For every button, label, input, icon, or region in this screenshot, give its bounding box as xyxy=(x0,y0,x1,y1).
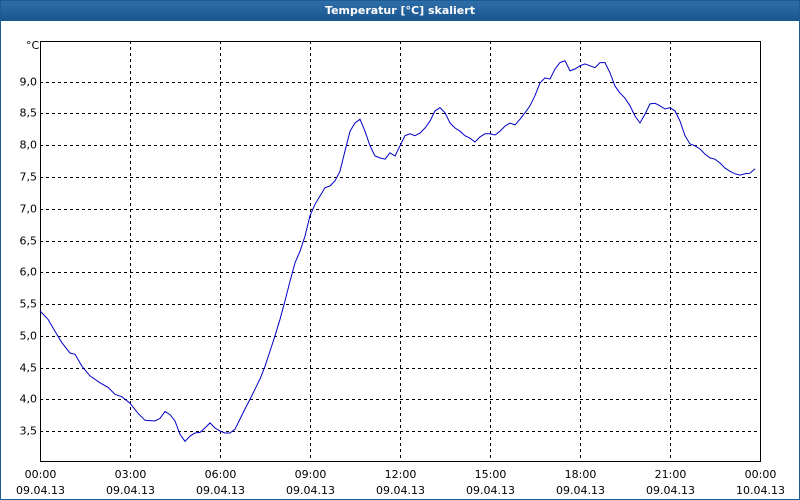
x-tick-label: 09:00 xyxy=(295,468,327,481)
x-tick-date: 09.04.13 xyxy=(106,484,155,497)
y-tick-label: 5,0 xyxy=(20,330,38,343)
y-tick-label: 5,5 xyxy=(20,298,38,311)
y-tick-label: 7,0 xyxy=(20,203,38,216)
y-tick-label: 8,0 xyxy=(20,139,38,152)
x-tick-date: 09.04.13 xyxy=(286,484,335,497)
temperature-line xyxy=(39,60,756,443)
x-tick-date: 09.04.13 xyxy=(376,484,425,497)
x-tick-label: 03:00 xyxy=(115,468,147,481)
x-tick-label: 21:00 xyxy=(655,468,687,481)
chart: °C 3,5 4,0 4,5 5,0 5,5 6,0 6,5 7,0 7,5 8,0 8,5 9,0 0… xyxy=(16,39,785,497)
x-tick-label: 12:00 xyxy=(385,468,417,481)
x-tick-label: 06:00 xyxy=(205,468,237,481)
title-bar: Temperatur [°C] skaliert xyxy=(1,1,799,21)
y-tick-label: 8,5 xyxy=(20,107,38,120)
x-tick-date: 09.04.13 xyxy=(196,484,245,497)
y-tick-label: 6,0 xyxy=(20,266,38,279)
y-tick-label: 9,0 xyxy=(20,76,38,89)
y-tick-label: 4,5 xyxy=(20,362,38,375)
x-tick-date: 09.04.13 xyxy=(646,484,695,497)
x-tick-label: 18:00 xyxy=(565,468,597,481)
y-tick-label: 7,5 xyxy=(20,171,38,184)
y-tick-label: 6,5 xyxy=(20,235,38,248)
plot-frame xyxy=(40,41,761,462)
x-tick-date: 10.04.13 xyxy=(736,484,785,497)
y-tick-label: 4,0 xyxy=(20,393,38,406)
x-tick-label: 15:00 xyxy=(475,468,507,481)
x-tick-date: 09.04.13 xyxy=(556,484,605,497)
y-tick-label: 3,5 xyxy=(20,425,38,438)
x-tick-label: 00:00 xyxy=(745,468,777,481)
y-unit: °C xyxy=(26,39,40,52)
x-tick-label: 00:00 xyxy=(25,468,57,481)
x-tick-date: 09.04.13 xyxy=(16,484,65,497)
x-tick-date: 09.04.13 xyxy=(466,484,515,497)
